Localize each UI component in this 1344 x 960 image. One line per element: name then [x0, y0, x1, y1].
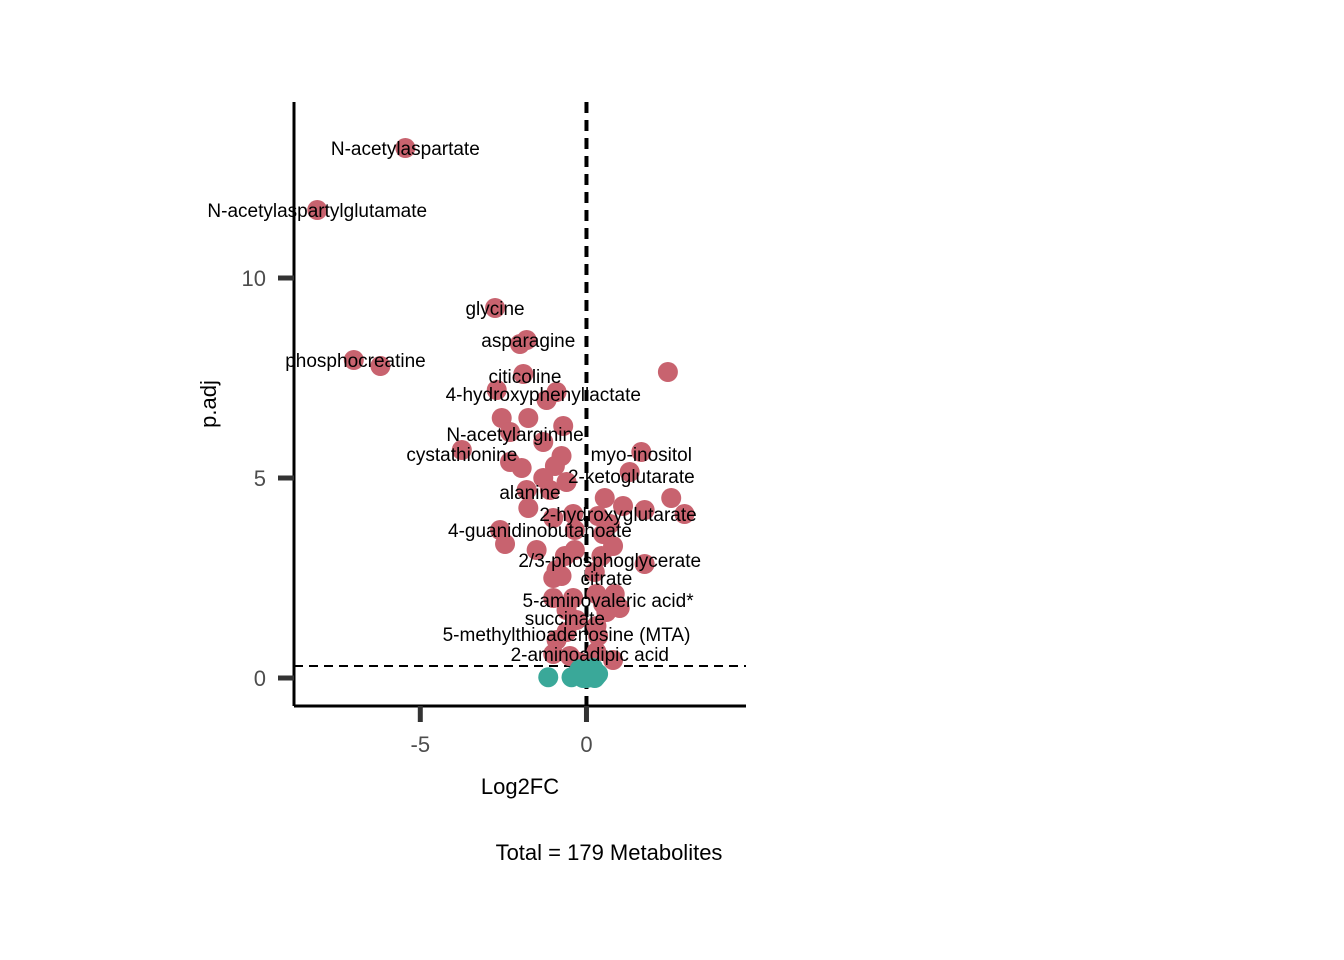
data-points [307, 138, 695, 688]
significant-point [370, 356, 391, 376]
significant-point [543, 644, 564, 664]
significant-point [543, 588, 564, 608]
significant-point [511, 458, 532, 478]
significant-point [533, 432, 554, 452]
significant-point [485, 298, 506, 318]
significant-point [539, 480, 560, 500]
point-label: 5-methylthioadenosine (MTA) [443, 625, 691, 646]
significant-point [536, 390, 557, 410]
significant-point [556, 472, 577, 492]
significant-point [486, 380, 507, 400]
axes: 0 5 10 -5 0 [242, 102, 746, 757]
point-label: myo-inositol [591, 445, 692, 466]
significant-point [603, 650, 624, 670]
significant-point [543, 568, 564, 588]
significant-point [510, 334, 530, 354]
significant-point [451, 440, 472, 460]
significant-point [613, 496, 634, 516]
y-tick-label: 10 [242, 266, 266, 291]
point-labels: N-acetylaspartate N-acetylaspartylglutama… [207, 139, 701, 666]
significant-point [591, 546, 612, 566]
point-label: asparagine [481, 331, 575, 352]
significant-point [588, 626, 609, 646]
point-label: 2-hydroxyglutarate [539, 505, 696, 526]
non-significant-point [586, 666, 607, 686]
non-significant-point [538, 667, 559, 688]
x-tick-label: 0 [580, 732, 592, 757]
significant-point [543, 508, 564, 528]
point-label: 4-guanidinobutanoate [448, 521, 632, 542]
point-label: 5-aminovaleric acid* [523, 591, 695, 612]
point-label: cystathionine [406, 445, 517, 466]
point-label: 2/3-phosphoglycerate [518, 551, 701, 572]
point-label: citrate [581, 569, 633, 590]
point-label: N-acetylaspartate [331, 139, 480, 160]
y-tick-label: 5 [254, 466, 266, 491]
point-label: alanine [499, 483, 560, 504]
significant-point [526, 540, 547, 560]
point-label: N-acetylaspartylglutamate [207, 201, 427, 222]
significant-point [661, 488, 682, 508]
significant-point [563, 504, 584, 524]
significant-point [596, 602, 617, 622]
significant-point [586, 642, 607, 662]
significant-point [495, 534, 516, 554]
x-axis-title: Log2FC [481, 774, 559, 799]
significant-point [513, 364, 534, 384]
significant-point [619, 462, 640, 482]
significant-point [518, 408, 539, 428]
point-label: N-acetylarginine [446, 425, 583, 446]
significant-point [674, 504, 695, 524]
total-caption: Total = 179 Metabolites [496, 840, 723, 865]
point-label: 2-aminoadipic acid [511, 645, 669, 666]
threshold-lines [294, 102, 746, 706]
significant-point [553, 416, 574, 436]
significant-point [343, 350, 364, 370]
point-label: 2-ketoglutarate [568, 467, 695, 488]
significant-point [634, 500, 655, 520]
significant-point [564, 520, 585, 540]
significant-point [657, 362, 678, 382]
y-tick-label: 0 [254, 666, 266, 691]
significant-point [634, 554, 655, 574]
point-label: citicoline [489, 367, 562, 388]
significant-point [307, 200, 328, 220]
point-label: glycine [465, 299, 524, 320]
significant-point [594, 488, 615, 508]
x-tick-label: -5 [411, 732, 431, 757]
significant-point [516, 480, 537, 500]
significant-point [631, 442, 652, 462]
significant-point [584, 562, 605, 582]
significant-point [518, 498, 539, 518]
point-label: phosphocreatine [285, 351, 426, 372]
y-axis-title: p.adj [196, 380, 221, 428]
point-label: succinate [525, 609, 605, 630]
significant-point [395, 138, 416, 158]
significant-point [500, 422, 521, 442]
point-label: 4-hydroxyphenyllactate [446, 385, 641, 406]
